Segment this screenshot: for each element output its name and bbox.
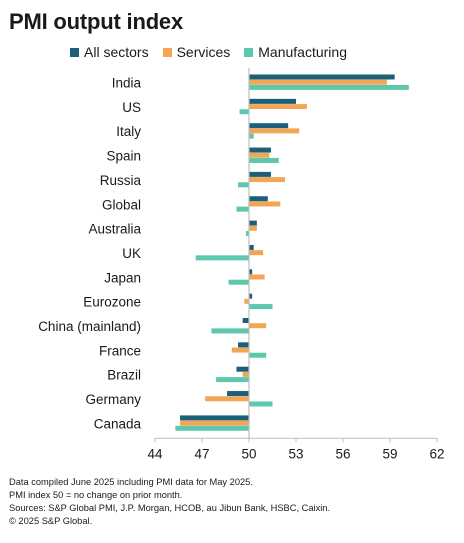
x-tick-label-50: 50 — [241, 446, 256, 461]
bar-us-manufacturing — [239, 109, 249, 115]
bar-chart: India US Italy Spain Russia Global Australia UK… — [38, 68, 445, 461]
category-label-india: India — [112, 76, 142, 91]
bar-china-mainland-manufacturing — [211, 328, 249, 334]
bar-italy-services — [249, 128, 300, 134]
chart-title: PMI output index — [9, 9, 184, 34]
bar-canada-manufacturing — [175, 425, 249, 431]
bar-australia-services — [249, 225, 257, 231]
bar-italy-all-sectors — [249, 123, 289, 129]
bar-canada-all-sectors — [180, 415, 249, 421]
bar-spain-services — [249, 152, 270, 158]
bar-italy-manufacturing — [249, 133, 254, 139]
category-label-australia: Australia — [88, 222, 141, 237]
chart-notes: Data compiled June 2025 including PMI da… — [9, 476, 330, 528]
bar-spain-all-sectors — [249, 147, 271, 153]
category-label-italy: Italy — [116, 124, 141, 139]
bar-global-manufacturing — [236, 206, 249, 212]
bar-australia-all-sectors — [249, 220, 257, 226]
bar-japan-manufacturing — [228, 279, 249, 285]
bar-russia-manufacturing — [238, 182, 249, 188]
legend-item-services: Services — [162, 44, 231, 60]
bar-global-services — [249, 201, 281, 207]
bar-eurozone-all-sectors — [249, 293, 253, 299]
bar-india-all-sectors — [249, 74, 395, 80]
bar-china-mainland-services — [249, 323, 267, 329]
legend-label-all-sectors: All sectors — [84, 44, 149, 60]
legend-swatch-all-sectors — [70, 47, 79, 57]
bar-china-mainland-all-sectors — [242, 318, 249, 323]
bar-japan-all-sectors — [249, 269, 253, 275]
note-compiled: Data compiled June 2025 including PMI da… — [9, 477, 253, 487]
x-tick-label-53: 53 — [288, 446, 303, 461]
bar-australia-manufacturing — [245, 231, 249, 236]
chart-legend: All sectors Services Manufacturing — [70, 44, 361, 60]
note-index-meaning: PMI index 50 = no change on prior month. — [9, 490, 183, 500]
category-label-germany: Germany — [85, 392, 141, 407]
bar-uk-all-sectors — [249, 244, 254, 250]
bar-brazil-manufacturing — [216, 377, 249, 383]
bar-japan-services — [249, 274, 265, 280]
note-sources: Sources: S&P Global PMI, J.P. Morgan, HC… — [9, 503, 331, 513]
category-label-brazil: Brazil — [107, 368, 141, 383]
bar-eurozone-services — [244, 298, 249, 304]
bar-us-all-sectors — [249, 98, 296, 104]
x-tick-label-44: 44 — [147, 446, 163, 461]
note-copyright: © 2025 S&P Global. — [9, 516, 93, 526]
category-label-japan: Japan — [104, 270, 141, 285]
legend-item-all-sectors: All sectors — [70, 44, 149, 60]
bar-germany-services — [205, 396, 249, 402]
category-label-russia: Russia — [100, 173, 142, 188]
category-label-global: Global — [102, 197, 141, 212]
legend-label-manufacturing: Manufacturing — [258, 44, 347, 60]
bar-spain-manufacturing — [249, 157, 279, 163]
legend-swatch-manufacturing — [244, 47, 254, 57]
bar-russia-all-sectors — [249, 171, 271, 177]
category-label-france: France — [99, 343, 141, 358]
legend-item-manufacturing: Manufacturing — [244, 44, 347, 60]
x-tick-label-62: 62 — [429, 446, 444, 461]
category-label-eurozone: Eurozone — [83, 295, 141, 310]
legend-swatch-services — [162, 47, 172, 57]
category-label-canada: Canada — [94, 416, 142, 431]
bar-germany-manufacturing — [249, 401, 273, 407]
category-label-spain: Spain — [106, 149, 141, 164]
x-tick-label-47: 47 — [194, 446, 209, 461]
bar-germany-all-sectors — [227, 391, 249, 397]
bar-france-services — [231, 347, 249, 353]
bar-russia-services — [249, 177, 286, 183]
bar-eurozone-manufacturing — [249, 304, 273, 310]
category-label-china-mainland: China (mainland) — [38, 319, 141, 334]
bar-india-manufacturing — [249, 84, 409, 90]
bar-us-services — [249, 104, 307, 110]
bar-brazil-services — [242, 371, 249, 377]
x-tick-label-56: 56 — [335, 446, 350, 461]
bar-uk-services — [249, 250, 264, 256]
x-tick-label-59: 59 — [382, 446, 397, 461]
bar-india-services — [249, 79, 387, 85]
bar-canada-services — [180, 420, 249, 426]
legend-label-services: Services — [176, 44, 231, 60]
bar-uk-manufacturing — [195, 255, 249, 261]
bar-france-manufacturing — [249, 352, 267, 358]
bar-global-all-sectors — [249, 196, 268, 202]
bar-france-all-sectors — [238, 342, 249, 348]
category-label-uk: UK — [122, 246, 141, 261]
category-label-us: US — [122, 100, 141, 115]
bar-brazil-all-sectors — [236, 366, 249, 372]
